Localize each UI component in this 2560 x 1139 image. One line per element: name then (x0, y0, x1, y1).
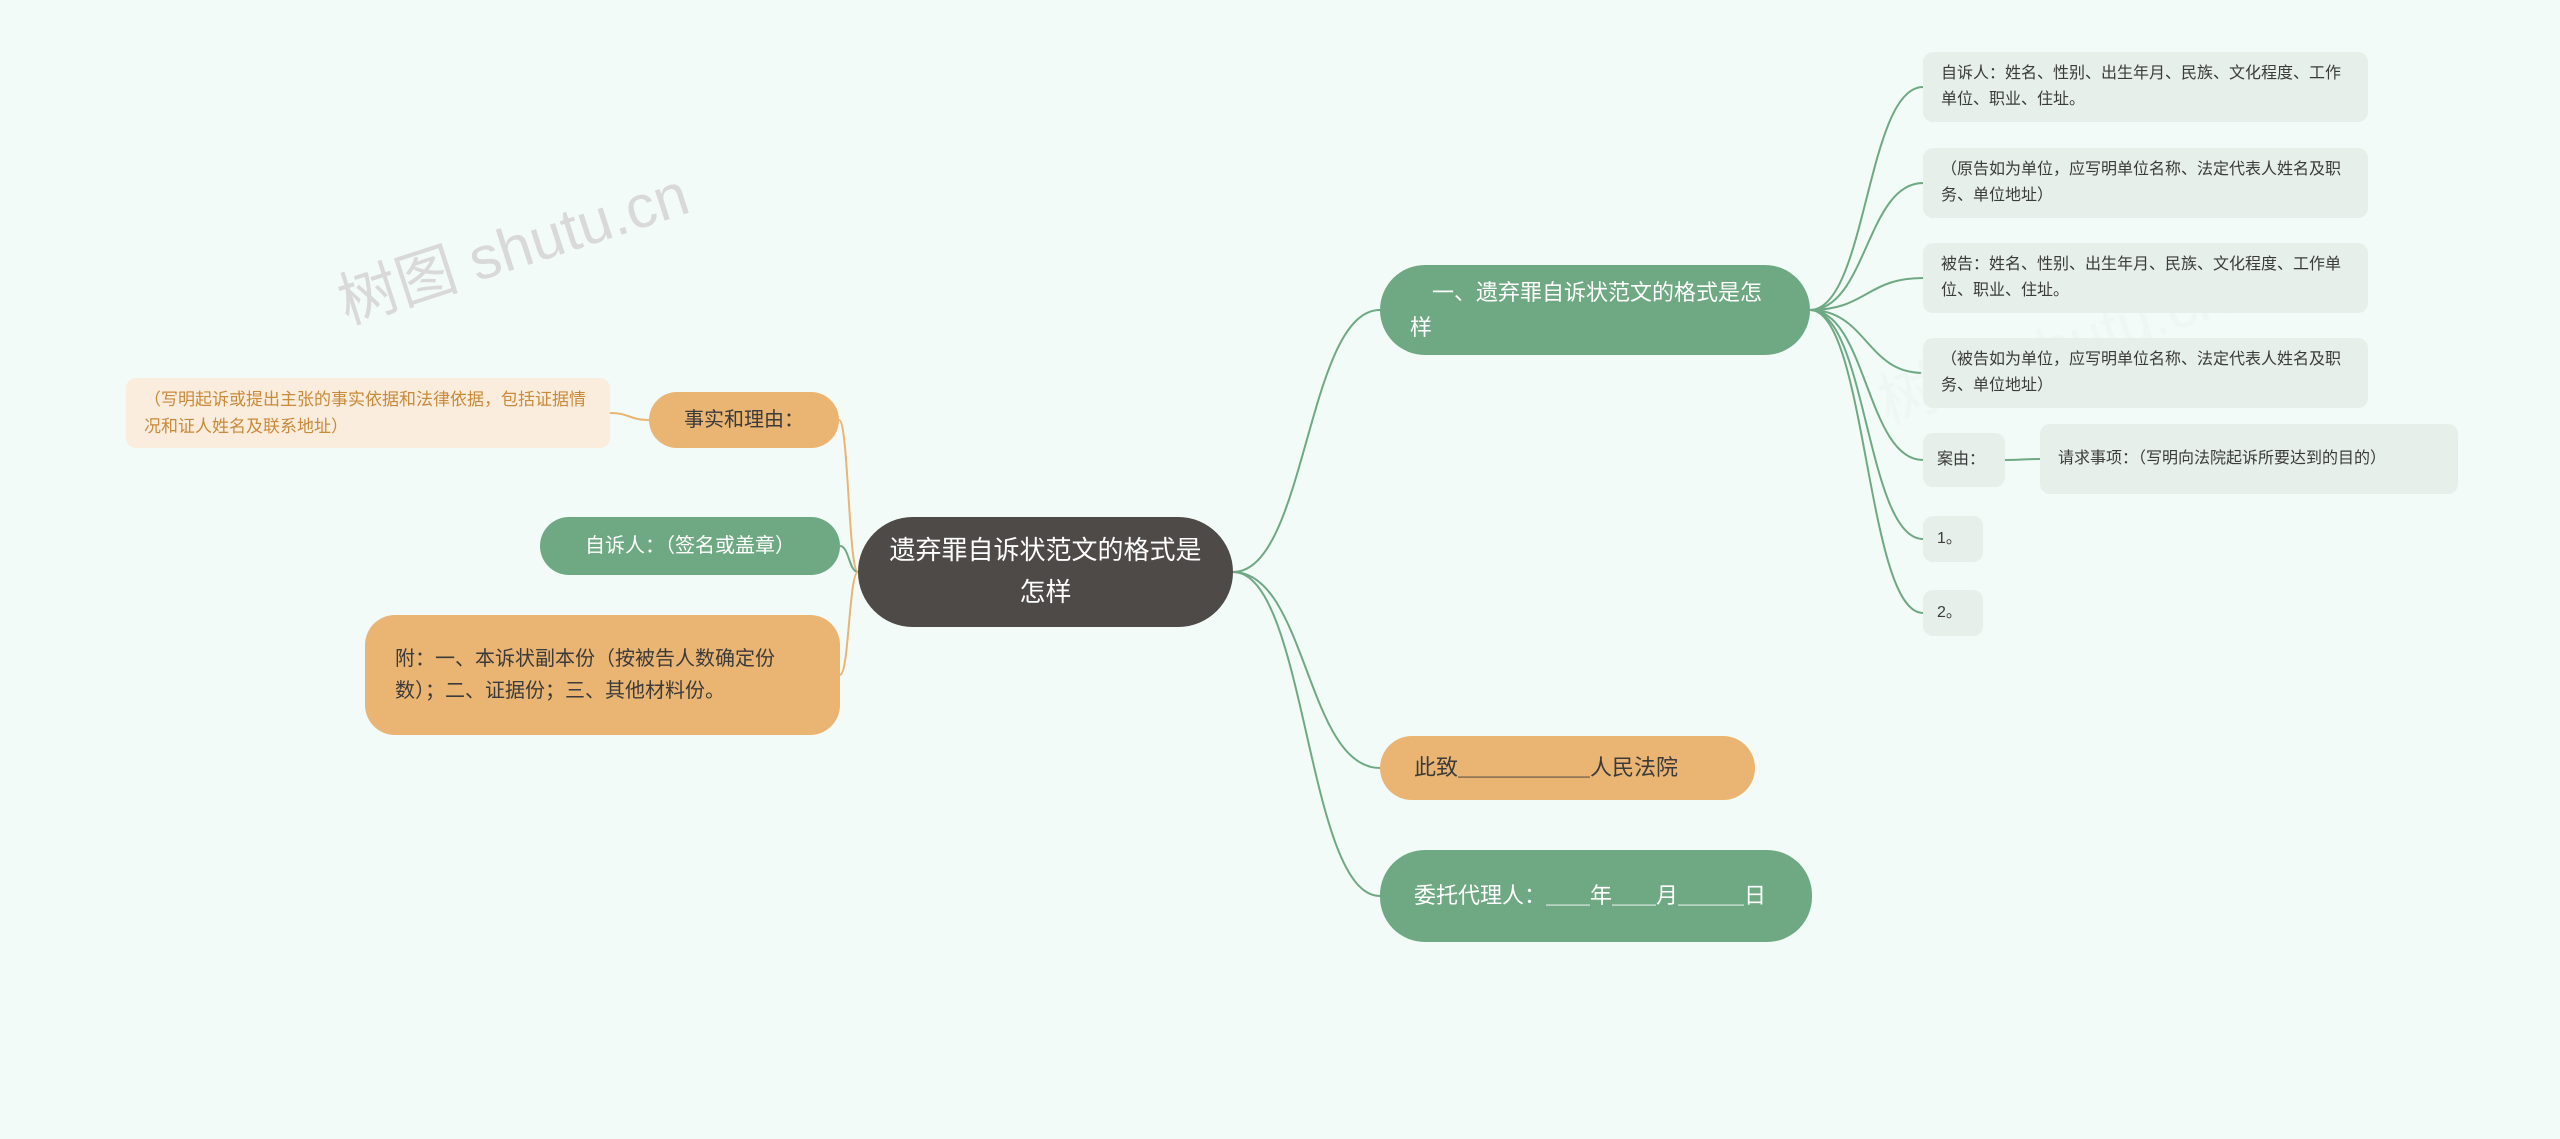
r2-label: 此致＿＿＿＿＿＿人民法院 (1414, 750, 1678, 785)
r1c7-label: 2。 (1937, 600, 1962, 626)
r1c6-label: 1。 (1937, 526, 1962, 552)
r1c5: 案由： (1923, 433, 2005, 487)
r1c5-label: 案由： (1937, 447, 1985, 473)
r1c7: 2。 (1923, 590, 1983, 636)
r1-label: 一、遗弃罪自诉状范文的格式是怎样 (1410, 275, 1780, 345)
l3-label: 附：一、本诉状副本份（按被告人数确定份数）；二、证据份；三、其他材料份。 (395, 643, 810, 707)
root-node: 遗弃罪自诉状范文的格式是怎样 (858, 517, 1233, 627)
r1c6: 1。 (1923, 516, 1983, 562)
r3-label: 委托代理人：＿＿年＿＿月＿＿＿日 (1414, 878, 1766, 913)
l2-label: 自诉人：（签名或盖章） (585, 530, 795, 562)
l1: 事实和理由： (649, 392, 839, 448)
r1c4: （被告如为单位，应写明单位名称、法定代表人姓名及职务、单位地址） (1923, 338, 2368, 408)
r1c2-label: （原告如为单位，应写明单位名称、法定代表人姓名及职务、单位地址） (1941, 157, 2350, 208)
r2: 此致＿＿＿＿＿＿人民法院 (1380, 736, 1755, 800)
r1c5a: 请求事项：（写明向法院起诉所要达到的目的） (2040, 424, 2458, 494)
l1c-label: （写明起诉或提出主张的事实依据和法律依据，包括证据情况和证人姓名及联系地址） (144, 386, 592, 440)
r1c3: 被告：姓名、性别、出生年月、民族、文化程度、工作单位、职业、住址。 (1923, 243, 2368, 313)
r1c2: （原告如为单位，应写明单位名称、法定代表人姓名及职务、单位地址） (1923, 148, 2368, 218)
r1c3-label: 被告：姓名、性别、出生年月、民族、文化程度、工作单位、职业、住址。 (1941, 252, 2350, 303)
r1c1: 自诉人：姓名、性别、出生年月、民族、文化程度、工作单位、职业、住址。 (1923, 52, 2368, 122)
r1c5a-label: 请求事项：（写明向法院起诉所要达到的目的） (2058, 446, 2386, 472)
l1c: （写明起诉或提出主张的事实依据和法律依据，包括证据情况和证人姓名及联系地址） (126, 378, 610, 448)
mindmap-canvas: 树图 shutu.cn树图 shutu.cn遗弃罪自诉状范文的格式是怎样 一、遗… (0, 0, 2560, 1139)
root-node-label: 遗弃罪自诉状范文的格式是怎样 (878, 530, 1213, 613)
r1c4-label: （被告如为单位，应写明单位名称、法定代表人姓名及职务、单位地址） (1941, 347, 2350, 398)
r1: 一、遗弃罪自诉状范文的格式是怎样 (1380, 265, 1810, 355)
r3: 委托代理人：＿＿年＿＿月＿＿＿日 (1380, 850, 1812, 942)
l3: 附：一、本诉状副本份（按被告人数确定份数）；二、证据份；三、其他材料份。 (365, 615, 840, 735)
watermark-0: 树图 shutu.cn (325, 146, 698, 341)
l2: 自诉人：（签名或盖章） (540, 517, 840, 575)
r1c1-label: 自诉人：姓名、性别、出生年月、民族、文化程度、工作单位、职业、住址。 (1941, 61, 2350, 112)
l1-label: 事实和理由： (684, 404, 804, 436)
